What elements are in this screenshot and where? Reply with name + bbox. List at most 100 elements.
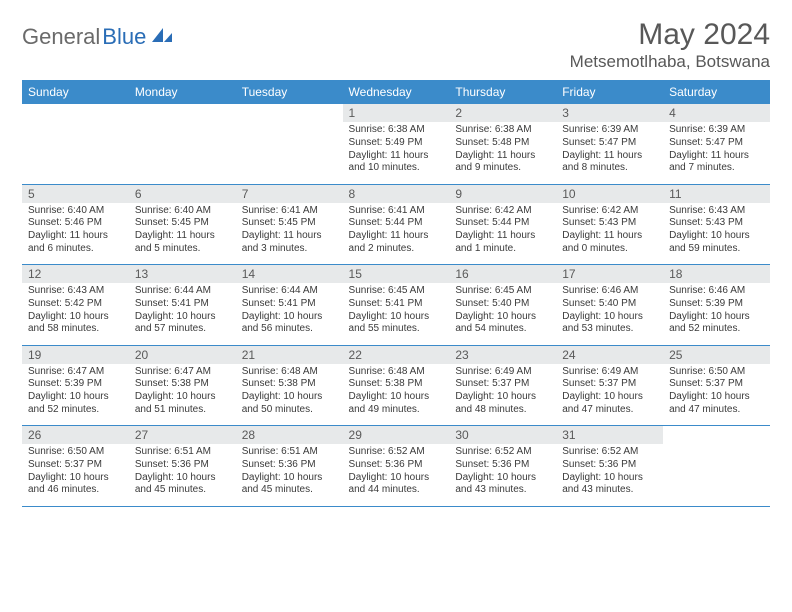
day-number-cell: 27: [129, 426, 236, 445]
day-info-cell: Sunrise: 6:46 AMSunset: 5:39 PMDaylight:…: [663, 283, 770, 345]
daylight-text: Daylight: 11 hours and 10 minutes.: [349, 150, 444, 176]
sunset-text: Sunset: 5:37 PM: [669, 378, 764, 391]
daylight-text: Daylight: 10 hours and 53 minutes.: [562, 311, 657, 337]
day-number-cell: 25: [663, 345, 770, 364]
day-info-cell: Sunrise: 6:41 AMSunset: 5:45 PMDaylight:…: [236, 203, 343, 265]
sunrise-text: Sunrise: 6:39 AM: [669, 124, 764, 137]
day-number-cell: 28: [236, 426, 343, 445]
sunset-text: Sunset: 5:43 PM: [562, 217, 657, 230]
day-number-cell: 4: [663, 104, 770, 122]
dayhead-fri: Friday: [556, 80, 663, 104]
sunset-text: Sunset: 5:37 PM: [562, 378, 657, 391]
sunrise-text: Sunrise: 6:52 AM: [455, 446, 550, 459]
week-info-row: Sunrise: 6:50 AMSunset: 5:37 PMDaylight:…: [22, 444, 770, 506]
sunset-text: Sunset: 5:44 PM: [455, 217, 550, 230]
day-info-cell: Sunrise: 6:43 AMSunset: 5:42 PMDaylight:…: [22, 283, 129, 345]
day-info-cell: Sunrise: 6:42 AMSunset: 5:44 PMDaylight:…: [449, 203, 556, 265]
sunset-text: Sunset: 5:41 PM: [242, 298, 337, 311]
sunrise-text: Sunrise: 6:50 AM: [28, 446, 123, 459]
day-info-cell: [236, 122, 343, 184]
sunrise-text: Sunrise: 6:46 AM: [669, 285, 764, 298]
daylight-text: Daylight: 10 hours and 57 minutes.: [135, 311, 230, 337]
day-info-cell: Sunrise: 6:47 AMSunset: 5:39 PMDaylight:…: [22, 364, 129, 426]
day-number-cell: 29: [343, 426, 450, 445]
day-info-cell: Sunrise: 6:48 AMSunset: 5:38 PMDaylight:…: [343, 364, 450, 426]
sunset-text: Sunset: 5:38 PM: [135, 378, 230, 391]
sunrise-text: Sunrise: 6:47 AM: [28, 366, 123, 379]
sunset-text: Sunset: 5:43 PM: [669, 217, 764, 230]
day-number-cell: 17: [556, 265, 663, 284]
day-info-cell: Sunrise: 6:44 AMSunset: 5:41 PMDaylight:…: [129, 283, 236, 345]
day-info-cell: Sunrise: 6:44 AMSunset: 5:41 PMDaylight:…: [236, 283, 343, 345]
logo: GeneralBlue: [22, 18, 174, 50]
day-number-cell: 31: [556, 426, 663, 445]
daylight-text: Daylight: 11 hours and 0 minutes.: [562, 230, 657, 256]
sunset-text: Sunset: 5:37 PM: [455, 378, 550, 391]
daylight-text: Daylight: 10 hours and 52 minutes.: [28, 391, 123, 417]
day-number-cell: 10: [556, 184, 663, 203]
sunrise-text: Sunrise: 6:51 AM: [242, 446, 337, 459]
sunrise-text: Sunrise: 6:38 AM: [349, 124, 444, 137]
sunset-text: Sunset: 5:45 PM: [242, 217, 337, 230]
sunset-text: Sunset: 5:41 PM: [135, 298, 230, 311]
day-info-cell: Sunrise: 6:50 AMSunset: 5:37 PMDaylight:…: [22, 444, 129, 506]
sunrise-text: Sunrise: 6:50 AM: [669, 366, 764, 379]
day-number-cell: [236, 104, 343, 122]
sunset-text: Sunset: 5:44 PM: [349, 217, 444, 230]
logo-text-blue: Blue: [102, 24, 146, 50]
day-number-cell: 3: [556, 104, 663, 122]
sunrise-text: Sunrise: 6:49 AM: [562, 366, 657, 379]
sunrise-text: Sunrise: 6:52 AM: [562, 446, 657, 459]
week-daynum-row: 12131415161718: [22, 265, 770, 284]
sunset-text: Sunset: 5:46 PM: [28, 217, 123, 230]
daylight-text: Daylight: 11 hours and 7 minutes.: [669, 150, 764, 176]
week-info-row: Sunrise: 6:40 AMSunset: 5:46 PMDaylight:…: [22, 203, 770, 265]
sunrise-text: Sunrise: 6:48 AM: [242, 366, 337, 379]
dayhead-tue: Tuesday: [236, 80, 343, 104]
sunrise-text: Sunrise: 6:47 AM: [135, 366, 230, 379]
sunset-text: Sunset: 5:36 PM: [562, 459, 657, 472]
calendar-table: Sunday Monday Tuesday Wednesday Thursday…: [22, 80, 770, 507]
sunset-text: Sunset: 5:45 PM: [135, 217, 230, 230]
day-info-cell: [22, 122, 129, 184]
sunset-text: Sunset: 5:41 PM: [349, 298, 444, 311]
sunset-text: Sunset: 5:36 PM: [349, 459, 444, 472]
sunrise-text: Sunrise: 6:49 AM: [455, 366, 550, 379]
day-info-cell: Sunrise: 6:39 AMSunset: 5:47 PMDaylight:…: [556, 122, 663, 184]
sunrise-text: Sunrise: 6:51 AM: [135, 446, 230, 459]
daylight-text: Daylight: 10 hours and 46 minutes.: [28, 472, 123, 498]
sunrise-text: Sunrise: 6:43 AM: [669, 205, 764, 218]
day-number-cell: 11: [663, 184, 770, 203]
daylight-text: Daylight: 10 hours and 45 minutes.: [242, 472, 337, 498]
day-number-cell: 19: [22, 345, 129, 364]
sunrise-text: Sunrise: 6:44 AM: [242, 285, 337, 298]
day-info-cell: Sunrise: 6:45 AMSunset: 5:40 PMDaylight:…: [449, 283, 556, 345]
day-number-cell: 7: [236, 184, 343, 203]
sunrise-text: Sunrise: 6:52 AM: [349, 446, 444, 459]
week-daynum-row: 262728293031: [22, 426, 770, 445]
calendar-body: 1234Sunrise: 6:38 AMSunset: 5:49 PMDayli…: [22, 104, 770, 506]
day-number-cell: 1: [343, 104, 450, 122]
week-info-row: Sunrise: 6:38 AMSunset: 5:49 PMDaylight:…: [22, 122, 770, 184]
day-number-cell: 26: [22, 426, 129, 445]
week-daynum-row: 567891011: [22, 184, 770, 203]
day-number-cell: 16: [449, 265, 556, 284]
day-info-cell: Sunrise: 6:52 AMSunset: 5:36 PMDaylight:…: [556, 444, 663, 506]
dayhead-sun: Sunday: [22, 80, 129, 104]
day-info-cell: Sunrise: 6:42 AMSunset: 5:43 PMDaylight:…: [556, 203, 663, 265]
day-number-cell: 24: [556, 345, 663, 364]
day-info-cell: Sunrise: 6:38 AMSunset: 5:49 PMDaylight:…: [343, 122, 450, 184]
sunrise-text: Sunrise: 6:42 AM: [562, 205, 657, 218]
daylight-text: Daylight: 10 hours and 51 minutes.: [135, 391, 230, 417]
day-number-cell: 22: [343, 345, 450, 364]
sunset-text: Sunset: 5:49 PM: [349, 137, 444, 150]
sunset-text: Sunset: 5:39 PM: [28, 378, 123, 391]
day-info-cell: Sunrise: 6:43 AMSunset: 5:43 PMDaylight:…: [663, 203, 770, 265]
sunrise-text: Sunrise: 6:45 AM: [349, 285, 444, 298]
day-info-cell: Sunrise: 6:40 AMSunset: 5:46 PMDaylight:…: [22, 203, 129, 265]
week-info-row: Sunrise: 6:47 AMSunset: 5:39 PMDaylight:…: [22, 364, 770, 426]
daylight-text: Daylight: 10 hours and 56 minutes.: [242, 311, 337, 337]
day-info-cell: Sunrise: 6:52 AMSunset: 5:36 PMDaylight:…: [449, 444, 556, 506]
day-number-cell: 20: [129, 345, 236, 364]
day-info-cell: Sunrise: 6:49 AMSunset: 5:37 PMDaylight:…: [556, 364, 663, 426]
